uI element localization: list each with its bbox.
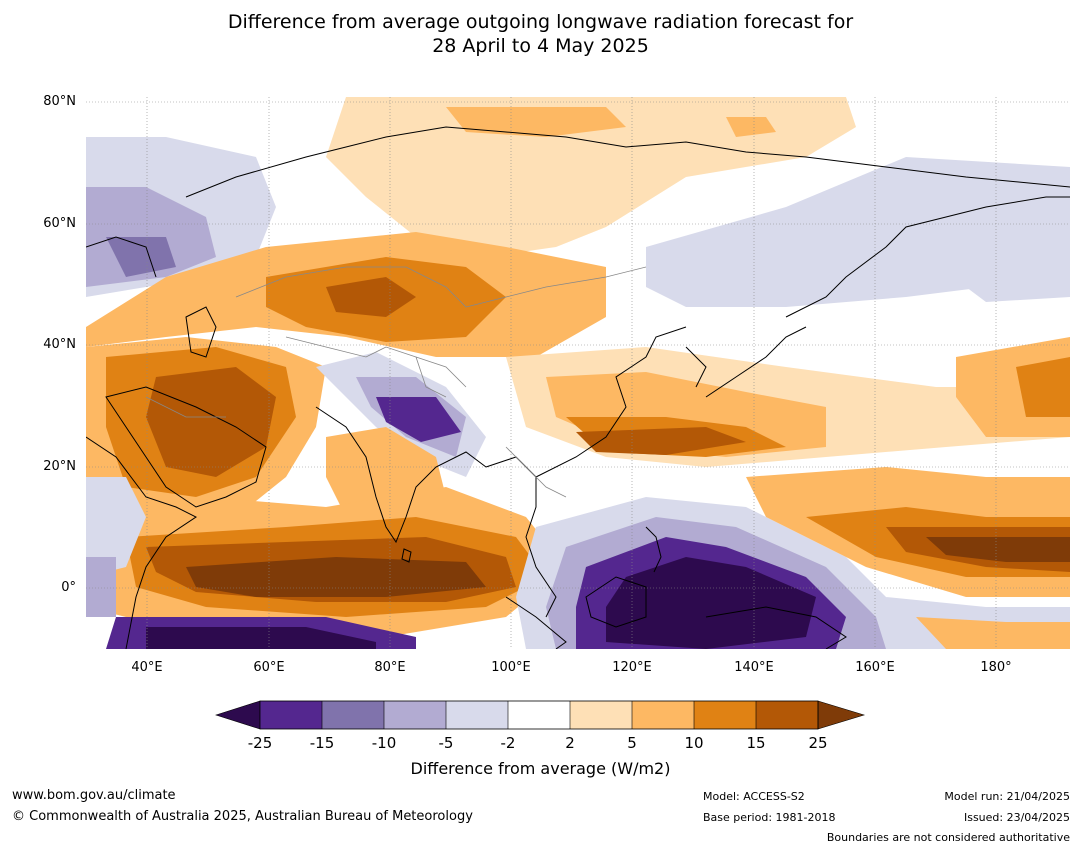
colorbar-bin-7 <box>632 701 694 729</box>
olr-anomaly-map <box>86 97 1070 649</box>
model-text: Model: ACCESS-S2 <box>703 790 805 803</box>
colorbar-title: Difference from average (W/m2) <box>410 759 671 778</box>
colorbar-tick-neg15: -15 <box>309 734 335 752</box>
colorbar-tick-15: 15 <box>746 734 766 752</box>
lon-label-160e: 160°E <box>855 660 895 675</box>
lon-label-40e: 40°E <box>131 660 163 675</box>
title-line-2: 28 April to 4 May 2025 <box>432 35 649 57</box>
website-link[interactable]: www.bom.gov.au/climate <box>12 788 176 803</box>
colorbar-bin-8 <box>694 701 756 729</box>
colorbar-tick-2: 2 <box>565 734 575 752</box>
country-borders <box>145 266 647 498</box>
colorbar-bin-4 <box>446 701 508 729</box>
lat-label-60n: 60°N <box>43 216 76 231</box>
colorbar-tick-neg5: -5 <box>438 734 454 752</box>
colorbar-bin-2 <box>322 701 384 729</box>
colorbar-tick-5: 5 <box>627 734 637 752</box>
colorbar-bin-5 <box>508 701 570 729</box>
lon-label-120e: 120°E <box>612 660 652 675</box>
coastlines <box>86 126 1070 649</box>
issued-text: Issued: 23/04/2025 <box>963 811 1070 824</box>
colorbar <box>215 700 866 730</box>
lat-label-80n: 80°N <box>43 94 76 109</box>
colorbar-bin-1 <box>260 701 322 729</box>
region-northeast-lavender <box>646 157 1070 307</box>
lon-label-80e: 80°E <box>374 660 406 675</box>
copyright-text: © Commonwealth of Australia 2025, Austra… <box>12 809 473 824</box>
colorbar-tick-neg2: -2 <box>500 734 516 752</box>
map-canvas <box>86 97 1070 649</box>
lat-label-20n: 20°N <box>43 459 76 474</box>
lon-label-100e: 100°E <box>491 660 531 675</box>
colorbar-bin-3 <box>384 701 446 729</box>
colorbar-extend-low <box>215 700 261 730</box>
graticule <box>86 97 1070 649</box>
lat-label-40n: 40°N <box>43 337 76 352</box>
region-siberia-light <box>326 97 856 257</box>
lon-label-180: 180° <box>980 660 1012 675</box>
colorbar-bin-6 <box>570 701 632 729</box>
colorbar-tick-neg10: -10 <box>371 734 397 752</box>
colorbar-tick-25: 25 <box>808 734 828 752</box>
lon-label-60e: 60°E <box>253 660 285 675</box>
lat-label-equator: 0° <box>61 580 76 595</box>
title-line-1: Difference from average outgoing longwav… <box>227 11 854 33</box>
lon-label-140e: 140°E <box>734 660 774 675</box>
colorbar-extend-high <box>817 700 866 730</box>
model-run-text: Model run: 21/04/2025 <box>944 790 1070 803</box>
colorbar-tick-neg25: -25 <box>247 734 273 752</box>
map-title: Difference from average outgoing longwav… <box>0 10 1081 58</box>
colorbar-tick-10: 10 <box>684 734 704 752</box>
disclaimer-text: Boundaries are not considered authoritat… <box>826 831 1070 844</box>
base-period-text: Base period: 1981-2018 <box>703 811 836 824</box>
colorbar-bin-9 <box>756 701 818 729</box>
